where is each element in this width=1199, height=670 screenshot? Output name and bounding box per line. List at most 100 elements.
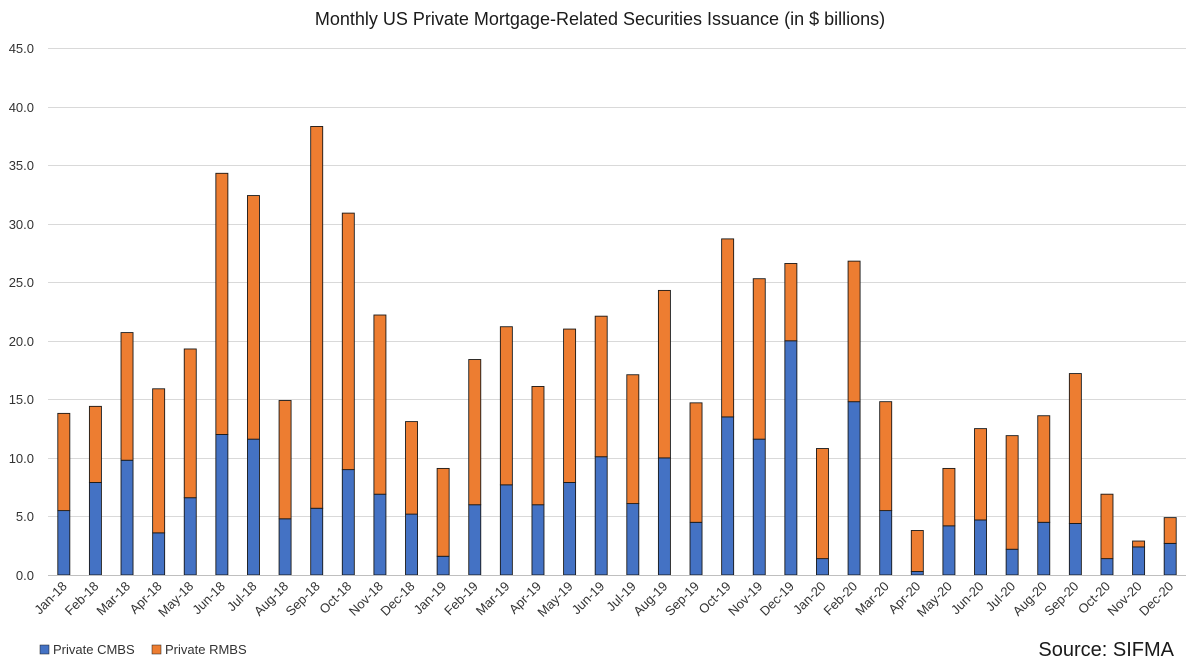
bar-private-rmbs-may-20 — [942, 467, 956, 527]
bar-private-rmbs-may-19 — [563, 328, 577, 483]
bar-private-rmbs-sep-18 — [310, 126, 324, 509]
bar-private-cmbs-may-20 — [942, 525, 956, 576]
x-axis-ticks: Jan-18Feb-18Mar-18Apr-18May-18Jun-18Jul-… — [31, 579, 1176, 620]
bar-private-cmbs-jan-20 — [816, 558, 829, 576]
x-tick-label: Nov-20 — [1104, 579, 1144, 619]
bar-private-cmbs-mar-19 — [499, 484, 513, 576]
x-tick-label: May-20 — [914, 579, 955, 620]
bar-private-rmbs-mar-18 — [120, 332, 134, 461]
bar-private-rmbs-mar-19 — [499, 326, 513, 486]
bar-private-rmbs-feb-20 — [847, 260, 861, 403]
x-tick-label: Nov-19 — [725, 579, 765, 619]
bar-private-cmbs-aug-20 — [1037, 521, 1051, 576]
bar-private-cmbs-nov-20 — [1132, 546, 1146, 576]
x-tick-label: Dec-19 — [757, 579, 797, 619]
bar-private-rmbs-feb-18 — [88, 405, 102, 483]
x-tick-label: Dec-20 — [1136, 579, 1176, 619]
x-tick-label: Mar-20 — [852, 579, 892, 619]
x-tick-label: Jan-18 — [31, 579, 70, 618]
bar-private-rmbs-oct-20 — [1100, 493, 1114, 560]
bar-private-rmbs-feb-19 — [468, 359, 482, 506]
legend-label-private-cmbs: Private CMBS — [53, 642, 135, 657]
legend-swatch-private-rmbs — [151, 644, 162, 655]
bar-private-rmbs-aug-20 — [1037, 415, 1051, 523]
y-tick-label: 15.0 — [9, 392, 34, 407]
x-tick-label: Aug-20 — [1010, 579, 1050, 619]
bar-private-cmbs-sep-18 — [310, 507, 324, 576]
x-tick-label: Mar-18 — [93, 579, 133, 619]
bar-private-cmbs-sep-20 — [1068, 523, 1082, 576]
x-tick-label: Feb-19 — [441, 579, 481, 619]
x-tick-label: Jan-20 — [790, 579, 829, 618]
bar-private-rmbs-jul-19 — [626, 374, 640, 505]
legend: Private CMBS Private RMBS — [39, 642, 247, 657]
bar-private-rmbs-apr-18 — [152, 388, 166, 534]
x-tick-label: Sep-18 — [283, 579, 323, 619]
bar-private-rmbs-nov-20 — [1132, 540, 1146, 548]
bar-private-cmbs-jun-18 — [215, 434, 229, 576]
bar-private-rmbs-dec-18 — [405, 421, 418, 515]
bar-private-rmbs-oct-19 — [721, 238, 735, 418]
y-tick-label: 0.0 — [16, 568, 34, 583]
bar-private-rmbs-sep-20 — [1068, 373, 1082, 524]
bar-private-cmbs-jan-19 — [436, 555, 450, 576]
bar-private-rmbs-jun-19 — [594, 315, 608, 458]
x-tick-label: May-18 — [155, 579, 196, 620]
bar-private-cmbs-apr-20 — [910, 571, 924, 576]
bar-private-cmbs-apr-18 — [152, 532, 166, 576]
x-tick-label: Sep-20 — [1041, 579, 1081, 619]
bar-private-cmbs-jul-20 — [1005, 548, 1019, 576]
chart-title: Monthly US Private Mortgage-Related Secu… — [315, 9, 885, 29]
bar-private-rmbs-jan-18 — [57, 412, 71, 512]
bar-private-cmbs-jul-18 — [247, 438, 260, 576]
bar-private-rmbs-jul-18 — [247, 195, 260, 440]
bar-private-cmbs-oct-18 — [341, 469, 355, 576]
bar-private-cmbs-dec-20 — [1163, 542, 1177, 576]
x-tick-label: Nov-18 — [346, 579, 386, 619]
y-tick-label: 35.0 — [9, 158, 34, 173]
bar-private-cmbs-feb-19 — [468, 504, 482, 576]
bar-private-rmbs-nov-18 — [373, 314, 387, 495]
bar-private-rmbs-may-18 — [183, 348, 197, 499]
x-tick-label: Feb-18 — [62, 579, 102, 619]
bar-private-cmbs-may-18 — [183, 497, 197, 576]
bar-private-rmbs-jun-18 — [215, 172, 229, 435]
bar-private-cmbs-jun-20 — [974, 519, 987, 576]
y-tick-label: 5.0 — [16, 509, 34, 524]
bar-private-cmbs-jun-19 — [594, 456, 608, 576]
y-tick-label: 20.0 — [9, 334, 34, 349]
x-tick-label: Jun-18 — [189, 579, 228, 618]
x-tick-label: Jun-19 — [569, 579, 608, 618]
bar-private-cmbs-oct-19 — [721, 416, 735, 576]
bar-private-rmbs-apr-20 — [910, 530, 924, 572]
y-tick-label: 25.0 — [9, 275, 34, 290]
bar-private-rmbs-sep-19 — [689, 402, 703, 523]
bar-private-rmbs-jan-19 — [436, 467, 450, 557]
legend-label-private-rmbs: Private RMBS — [165, 642, 247, 657]
bar-private-rmbs-dec-20 — [1163, 517, 1177, 544]
x-tick-label: Jun-20 — [948, 579, 987, 618]
bar-private-rmbs-apr-19 — [531, 386, 545, 506]
bar-private-cmbs-feb-20 — [847, 401, 861, 576]
bar-private-rmbs-jan-20 — [816, 448, 829, 560]
y-tick-label: 40.0 — [9, 100, 34, 115]
x-tick-label: May-19 — [534, 579, 575, 620]
bar-private-cmbs-aug-19 — [657, 457, 671, 576]
x-tick-label: Sep-19 — [662, 579, 702, 619]
source-note: Source: SIFMA — [1038, 639, 1174, 661]
bar-private-cmbs-oct-20 — [1100, 558, 1114, 576]
y-tick-label: 45.0 — [9, 41, 34, 56]
bar-private-cmbs-dec-19 — [784, 340, 798, 576]
y-tick-label: 10.0 — [9, 451, 34, 466]
x-tick-label: Aug-19 — [630, 579, 670, 619]
bar-private-cmbs-jul-19 — [626, 503, 640, 576]
x-tick-label: Aug-18 — [251, 579, 291, 619]
bar-private-cmbs-nov-18 — [373, 493, 387, 576]
bar-private-rmbs-jun-20 — [974, 428, 987, 521]
bar-private-cmbs-aug-18 — [278, 518, 292, 576]
gridlines — [48, 48, 1186, 517]
x-tick-label: Feb-20 — [820, 579, 860, 619]
bar-private-cmbs-nov-19 — [752, 438, 766, 576]
bar-private-cmbs-mar-18 — [120, 459, 134, 576]
